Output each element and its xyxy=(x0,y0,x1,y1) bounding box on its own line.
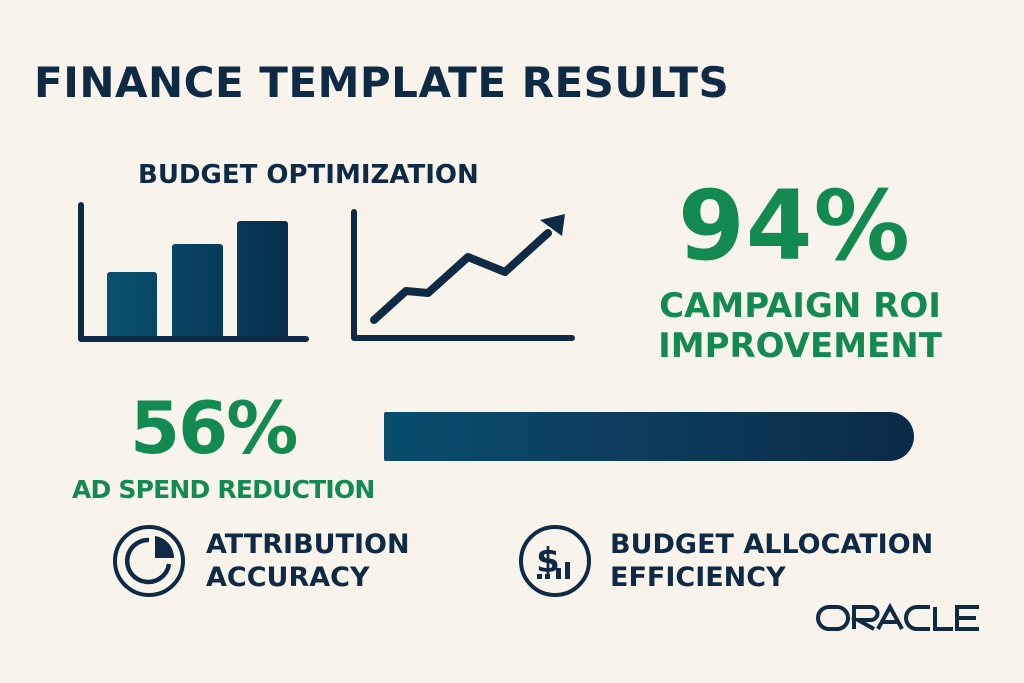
page-title: FINANCE TEMPLATE RESULTS xyxy=(34,58,730,107)
trend-line-chart-icon xyxy=(351,209,575,341)
oracle-logo xyxy=(816,603,979,631)
feature-label-line2: EFFICIENCY xyxy=(610,562,786,593)
bar-2 xyxy=(172,244,223,340)
svg-text:$: $ xyxy=(536,541,560,581)
progress-bar xyxy=(384,412,914,461)
feature-label: BUDGET ALLOCATION EFFICIENCY xyxy=(610,528,933,594)
roi-label-line1: CAMPAIGN ROI xyxy=(659,286,941,326)
roi-label-line2: IMPROVEMENT xyxy=(658,326,942,366)
feature-label-line1: BUDGET ALLOCATION xyxy=(610,529,934,560)
roi-stat-value: 94% xyxy=(678,170,911,282)
budget-optimization-heading: BUDGET OPTIMIZATION xyxy=(138,160,479,190)
pie-chart-icon xyxy=(113,525,185,597)
feature-label: ATTRIBUTION ACCURACY xyxy=(206,528,410,594)
feature-attribution-accuracy: ATTRIBUTION ACCURACY xyxy=(112,524,410,598)
ad-spend-stat-label: AD SPEND REDUCTION xyxy=(72,475,375,504)
roi-stat-label: CAMPAIGN ROI IMPROVEMENT xyxy=(655,286,945,366)
feature-label-line1: ATTRIBUTION xyxy=(206,529,410,560)
bar-chart-icon xyxy=(78,202,309,342)
dollar-bars-icon: $ xyxy=(519,525,591,597)
bar-1 xyxy=(107,272,157,340)
feature-label-line2: ACCURACY xyxy=(206,562,370,593)
bar-3 xyxy=(237,221,288,340)
ad-spend-stat-value: 56% xyxy=(130,386,298,470)
feature-budget-allocation-efficiency: $ BUDGET ALLOCATION EFFICIENCY xyxy=(518,524,933,598)
